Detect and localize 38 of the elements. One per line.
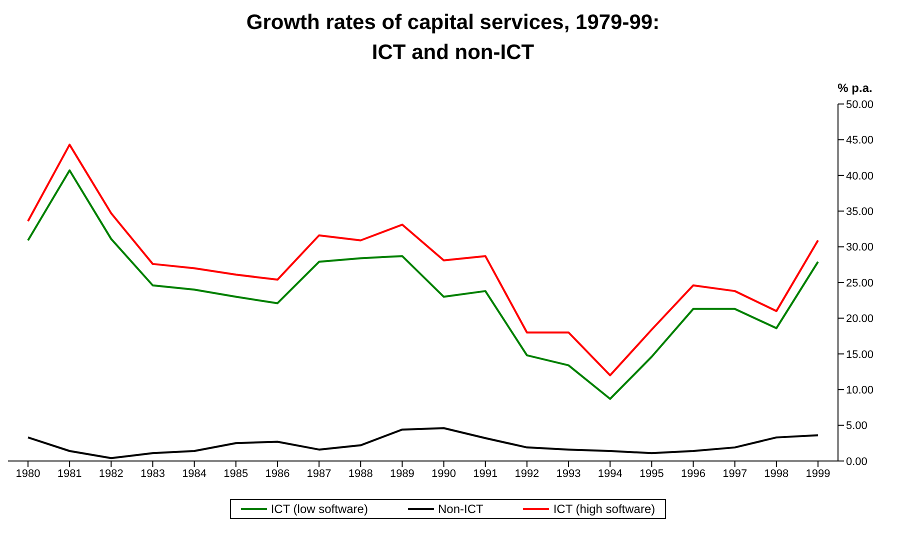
y-tick-label: 5.00 (846, 420, 868, 432)
y-tick-label: 45.00 (846, 134, 874, 147)
x-tick-label: 1987 (306, 468, 332, 480)
line-series (27, 169, 819, 400)
x-tick-label: 1990 (432, 468, 456, 480)
x-tick-label: 1992 (514, 468, 540, 480)
line-series (27, 144, 819, 376)
y-tick-label: 15.00 (846, 348, 874, 361)
x-tick-label: 1986 (265, 468, 290, 480)
x-tick-label: 1988 (348, 468, 373, 480)
x-tick-label: 1983 (140, 468, 165, 480)
x-tick-label: 1989 (390, 468, 414, 480)
y-tick-label: 30.00 (846, 242, 874, 254)
legend-label: Non-ICT (436, 502, 484, 516)
chart-title: Growth rates of capital services, 1979-99: ICT and non-ICT (245, 10, 661, 66)
x-tick-label: 1997 (722, 468, 748, 480)
x-tick-label: 1995 (639, 468, 664, 480)
y-axis-title: % p.a. (838, 81, 872, 95)
x-tick-label: 1993 (556, 468, 581, 480)
x-tick-label: 1994 (598, 468, 622, 480)
legend-label: ICT (high software) (552, 502, 656, 516)
x-tick-label: 1996 (681, 468, 706, 480)
x-tick-label: 1985 (224, 468, 248, 480)
y-tick-label: 0.00 (846, 456, 868, 468)
y-tick-label: 35.00 (846, 206, 874, 218)
y-tick-label: 10.00 (846, 384, 874, 397)
x-tick-label: 1999 (806, 468, 830, 480)
x-tick-label: 1982 (98, 468, 124, 480)
x-tick-label: 1991 (473, 468, 498, 480)
y-tick-label: 50.00 (846, 98, 874, 111)
x-tick-label: 1980 (16, 468, 40, 480)
legend-label: ICT (low software) (270, 502, 368, 516)
x-tick-label: 1984 (182, 468, 207, 480)
x-tick-label: 1981 (57, 468, 82, 480)
y-tick-label: 40.00 (846, 170, 874, 182)
y-tick-label: 25.00 (846, 277, 874, 290)
y-tick-label: 20.00 (846, 313, 874, 326)
x-tick-label: 1998 (764, 468, 789, 480)
